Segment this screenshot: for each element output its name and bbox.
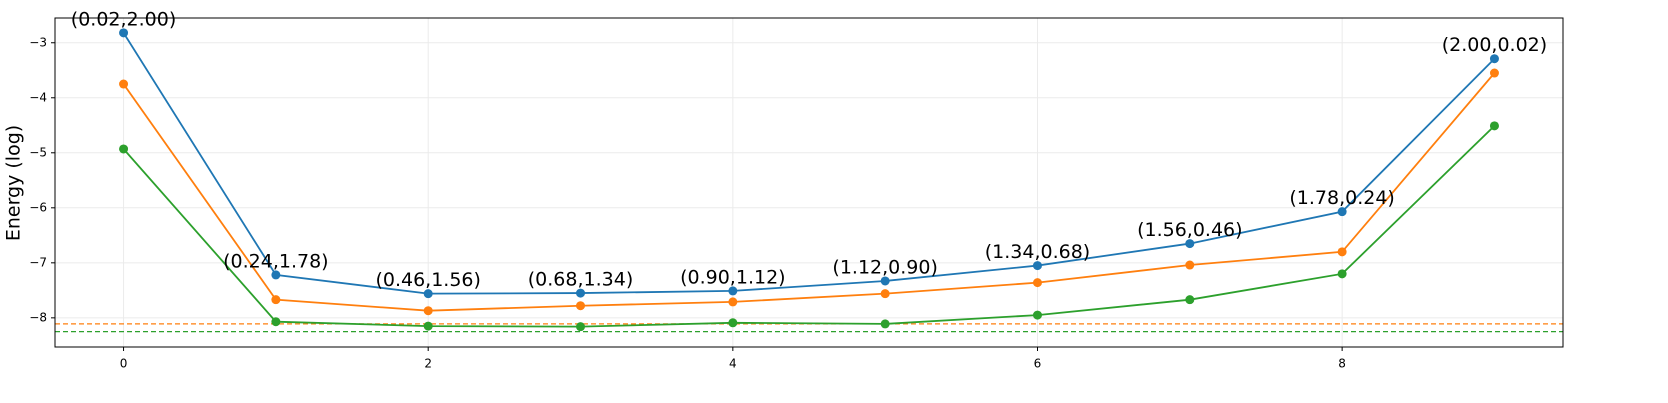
series-line (122, 32, 1496, 295)
data-point (423, 306, 433, 316)
data-point (1032, 278, 1042, 288)
data-point (1337, 207, 1347, 217)
data-point (119, 144, 129, 154)
y-tick-label: −3 (29, 35, 47, 49)
data-point (576, 322, 586, 332)
data-point (880, 276, 890, 286)
data-point (1032, 261, 1042, 271)
data-point (119, 79, 129, 89)
data-point (423, 289, 433, 299)
annotation: (0.24,1.78) (223, 250, 328, 272)
data-point (1185, 239, 1195, 249)
series-line (122, 125, 1496, 328)
data-point (880, 319, 890, 329)
data-point (423, 321, 433, 331)
annotation: (1.34,0.68) (985, 241, 1090, 263)
y-axis-label: Energy (log) (3, 125, 25, 241)
x-tick-label: 6 (1034, 357, 1042, 371)
data-point (271, 270, 281, 280)
data-point (119, 28, 129, 38)
x-tick-label: 2 (424, 357, 432, 371)
data-point (1489, 68, 1499, 78)
x-tick-label: 4 (729, 357, 737, 371)
data-point (1032, 310, 1042, 320)
data-point (1337, 269, 1347, 279)
data-point (271, 295, 281, 305)
y-tick-label: −8 (29, 310, 47, 324)
y-tick-label: −4 (29, 90, 47, 104)
data-point (728, 297, 738, 307)
y-tick-label: −7 (29, 255, 47, 269)
data-point (1489, 121, 1499, 131)
y-tick-label: −5 (29, 145, 47, 159)
annotation: (0.02,2.00) (71, 8, 176, 30)
data-point (728, 318, 738, 328)
annotation: (1.12,0.90) (832, 256, 937, 278)
data-point (1337, 247, 1347, 257)
annotation: (0.68,1.34) (528, 269, 633, 291)
x-tick-label: 0 (120, 357, 128, 371)
y-tick-label: −6 (29, 200, 47, 214)
annotation: (2.00,0.02) (1442, 34, 1547, 56)
plot-frame (54, 17, 1564, 348)
data-point (576, 288, 586, 298)
data-point (1489, 54, 1499, 64)
data-point (1185, 295, 1195, 305)
data-point (728, 286, 738, 296)
annotation: (1.56,0.46) (1137, 219, 1242, 241)
annotation: (1.78,0.24) (1289, 187, 1394, 209)
annotation: (0.46,1.56) (375, 269, 480, 291)
annotation: (0.90,1.12) (680, 266, 785, 288)
data-point (880, 289, 890, 299)
data-point (576, 301, 586, 311)
data-point (1185, 260, 1195, 270)
x-tick-label: 8 (1338, 357, 1346, 371)
data-point (271, 317, 281, 327)
series-line (122, 72, 1496, 312)
